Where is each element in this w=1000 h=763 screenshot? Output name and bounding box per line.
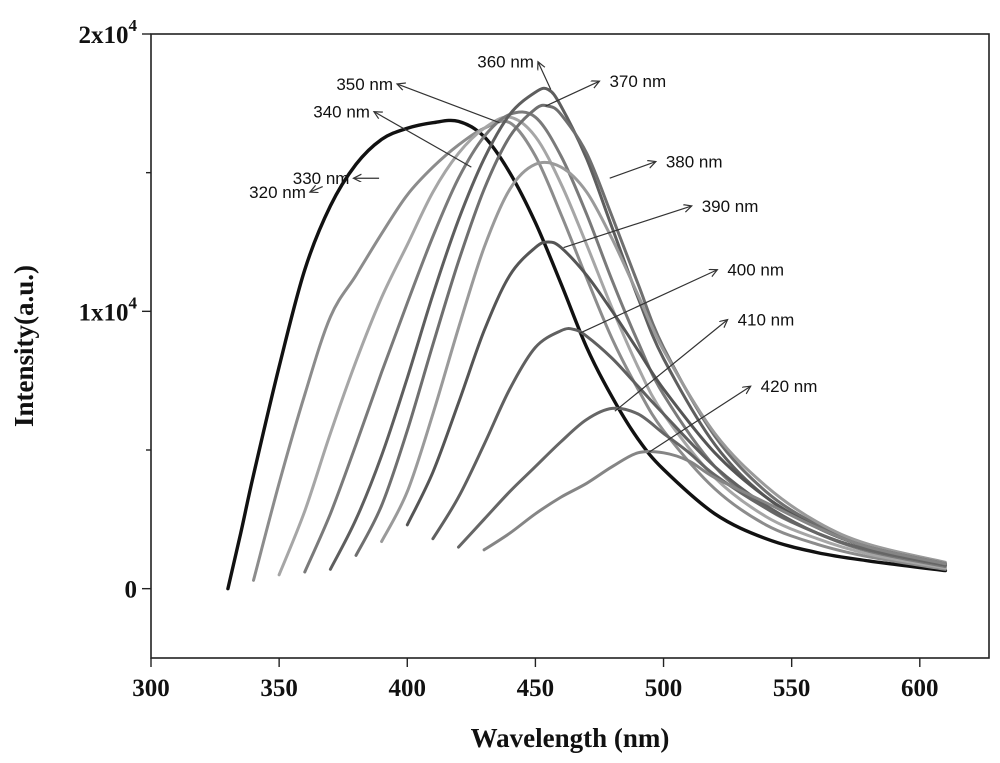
series-line-410-nm (459, 408, 946, 565)
x-tick-label: 450 (517, 675, 555, 702)
y-tick-label: 2x104 (79, 16, 138, 49)
series-layer (228, 88, 946, 588)
x-axis-title: Wavelength (nm) (471, 723, 670, 753)
x-tick-label: 300 (132, 675, 170, 702)
annotation-label: 420 nm (761, 377, 818, 396)
y-tick-label: 1x104 (79, 293, 138, 326)
series-line-340-nm (279, 117, 945, 575)
annotation-arrow (564, 206, 692, 248)
annotation-label: 390 nm (702, 197, 759, 216)
annotation-label: 340 nm (313, 103, 370, 122)
annotation-label: 400 nm (727, 261, 784, 280)
annotation-arrow (610, 162, 656, 179)
annotation-arrow (397, 84, 500, 123)
annotation-label: 370 nm (609, 72, 666, 91)
y-axis-title: Intensity(a.u.) (9, 265, 39, 427)
x-tick-label: 350 (260, 675, 298, 702)
x-tick-label: 600 (901, 675, 939, 702)
x-tick-label: 550 (773, 675, 811, 702)
y-tick-label: 0 (125, 577, 138, 604)
x-tick-label: 400 (389, 675, 427, 702)
annotation-label: 360 nm (477, 53, 534, 72)
annotation-arrow (538, 62, 551, 90)
annotation-layer: 320 nm330 nm340 nm350 nm360 nm370 nm380 … (249, 53, 817, 453)
annotation-label: 350 nm (336, 75, 393, 94)
annotation-label: 380 nm (666, 153, 723, 172)
series-line-380-nm (382, 162, 946, 562)
x-tick-label: 500 (645, 675, 683, 702)
annotation-label: 410 nm (738, 311, 795, 330)
annotation-label: 330 nm (293, 169, 350, 188)
x-axis: 300 350 400 450 500 550 600 (132, 658, 938, 702)
y-axis: 0 1x104 2x104 (79, 16, 152, 604)
